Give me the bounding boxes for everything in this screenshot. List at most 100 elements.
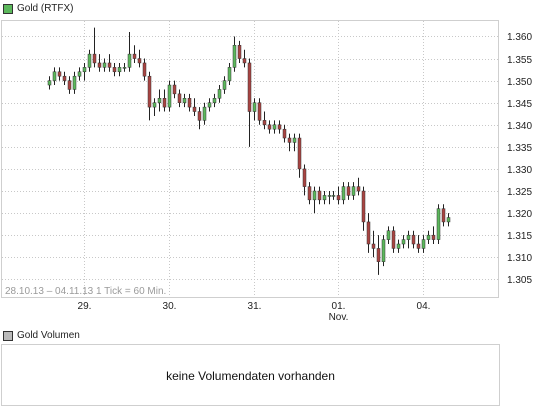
y-tick-label: 1.355 <box>507 55 532 66</box>
candle-body <box>317 190 322 201</box>
candle-body <box>371 243 376 249</box>
x-tick-label: 31. <box>248 301 262 312</box>
candle-body <box>97 62 102 68</box>
candle-body <box>446 217 451 223</box>
candle-body <box>217 89 222 99</box>
candle-body <box>197 111 202 121</box>
x-tick-label: 29. <box>78 301 92 312</box>
candle-body <box>312 190 317 201</box>
candle-body <box>396 243 401 249</box>
y-tick-label: 1.360 <box>507 32 532 43</box>
candle-body <box>252 102 257 112</box>
candle-body <box>336 195 341 201</box>
candle-body <box>381 239 386 262</box>
candle-body <box>52 71 57 81</box>
candle-body <box>207 102 212 108</box>
candle-body <box>227 67 232 81</box>
candle-body <box>391 230 396 249</box>
candle-body <box>436 208 441 240</box>
y-tick-label: 1.310 <box>507 253 532 264</box>
candle-body <box>421 239 426 249</box>
candle-body <box>272 124 277 130</box>
candle-body <box>331 195 336 197</box>
candle-body <box>406 234 411 240</box>
candle-body <box>202 106 207 121</box>
candle-body <box>426 234 431 240</box>
candle-body <box>102 62 107 68</box>
candle-body <box>122 67 127 69</box>
candle-body <box>167 84 172 108</box>
price-panel: 1.305 1.310 1.315 1.320 1.325 1.330 1.335 1.340… <box>1 20 532 323</box>
candle-body <box>192 106 197 112</box>
candle-body <box>277 124 282 130</box>
candle-body <box>356 186 361 192</box>
candle-body <box>57 71 62 77</box>
y-axis-tick-labels: 1.305 1.310 1.315 1.320 1.325 1.330 1.335 1.340… <box>507 32 532 286</box>
candle-body <box>416 243 421 249</box>
x-tick-label: 04. <box>417 301 431 312</box>
candle-body <box>361 190 366 223</box>
candle-body <box>441 208 446 223</box>
candle-body <box>77 71 82 77</box>
candle-body <box>366 221 371 245</box>
candle-body <box>302 168 307 187</box>
candle-body <box>132 53 137 59</box>
candle-body <box>137 58 142 64</box>
candle-body <box>212 98 217 103</box>
candle-body <box>257 102 262 121</box>
candle-body <box>177 93 182 103</box>
candle-body <box>232 45 237 68</box>
y-tick-label: 1.330 <box>507 165 532 176</box>
candle-body <box>47 80 52 86</box>
candle-body <box>411 234 416 245</box>
candle-body <box>112 67 117 73</box>
volume-label: Gold Volumen <box>17 330 80 341</box>
candle-body <box>62 75 67 81</box>
candle-body <box>341 186 346 201</box>
candle-body <box>182 98 187 103</box>
y-tick-label: 1.335 <box>507 143 532 154</box>
x-tick-label: 01. <box>332 301 346 312</box>
price-legend: Gold (RTFX) <box>3 3 74 14</box>
candle-body <box>157 98 162 103</box>
candle-body <box>401 239 406 245</box>
candle-body <box>72 75 77 90</box>
candle-body <box>237 45 242 59</box>
x-tick-label: 30. <box>163 301 177 312</box>
candle-body <box>117 67 122 73</box>
candle-body <box>222 80 227 90</box>
y-tick-label: 1.340 <box>507 121 532 132</box>
volume-panel: keine Volumendaten vorhanden <box>1 344 500 406</box>
candle-body <box>307 186 312 201</box>
y-tick-label: 1.350 <box>507 77 532 88</box>
candle-body <box>82 67 87 73</box>
candle-body <box>67 80 72 90</box>
candle-body <box>92 53 97 64</box>
x-tick-sublabel: Nov. <box>329 312 349 323</box>
candle-body <box>162 98 167 108</box>
candle-body <box>287 137 292 143</box>
candle-body <box>282 128 287 139</box>
candle-body <box>107 62 112 68</box>
y-tick-label: 1.345 <box>507 99 532 110</box>
y-tick-label: 1.320 <box>507 209 532 220</box>
candle-body <box>187 98 192 108</box>
candle-body <box>346 186 351 196</box>
legend-label: Gold (RTFX) <box>17 3 74 14</box>
candle-body <box>152 102 157 108</box>
candle-body <box>87 53 92 68</box>
candle-body <box>172 84 177 95</box>
y-tick-label: 1.325 <box>507 187 532 198</box>
candle-body <box>127 53 132 68</box>
legend-swatch <box>3 3 13 14</box>
candle-body <box>431 234 436 240</box>
candles <box>47 27 451 275</box>
candle-body <box>292 137 297 143</box>
no-volume-message: keine Volumendaten vorhanden <box>166 369 335 383</box>
candle-body <box>297 137 302 170</box>
candle-body <box>327 195 332 197</box>
y-tick-label: 1.315 <box>507 231 532 242</box>
candle-body <box>267 124 272 130</box>
info-text: 28.10.13 – 04.11.13 1 Tick = 60 Min. <box>5 286 166 297</box>
